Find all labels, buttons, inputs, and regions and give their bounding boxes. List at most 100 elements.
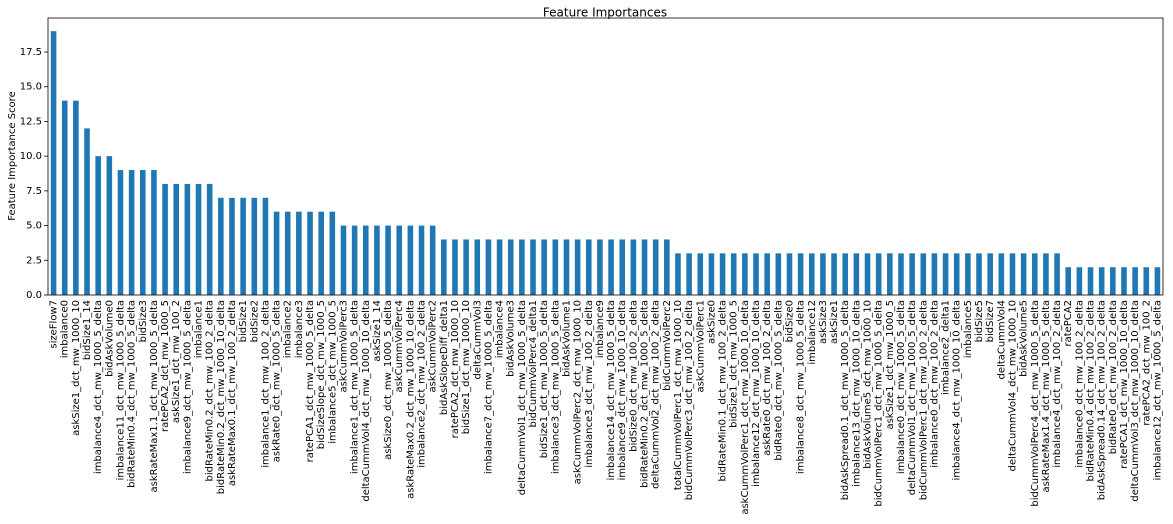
- y-tick-label: 12.5: [20, 116, 42, 127]
- x-tick-label: imbalance7_dct_mw_1000_5_delta: [483, 300, 494, 474]
- x-tick-label: bidSize2: [249, 300, 260, 342]
- x-tick-label: bidSize1_dct_mw_1000_5: [729, 300, 740, 428]
- x-tick-label: ratePCA1_dct_mw_1000_10_delta: [1119, 300, 1130, 469]
- x-tick-label: askSize3: [818, 300, 829, 344]
- x-tick-label: deltaCummVol1_dct_mw_1000_5_delta: [517, 300, 528, 495]
- x-tick-label: askRateMax0.1_dct_mw_100_2_delta: [227, 300, 238, 486]
- plot-frame: [47, 17, 1164, 296]
- bar: [374, 225, 380, 295]
- x-tick-label: imbalance0_dct_mw_100_2_delta: [1074, 300, 1085, 468]
- bar: [273, 211, 280, 295]
- bar: [820, 253, 826, 295]
- x-tick-label: askSize1_dct_mw_100_2: [171, 300, 182, 423]
- bar: [686, 253, 692, 295]
- bar: [530, 239, 536, 295]
- x-tick-label: imbalance12_dct_mw_1000_5_delta: [1152, 300, 1163, 480]
- bar: [1121, 267, 1127, 295]
- x-tick-label: bidSize0_dct_mw_100_2_delta: [628, 300, 639, 452]
- x-tick-label: ratePCA2_dct_mw_1000_10: [450, 300, 461, 438]
- x-tick-label: bidAskVolume3: [506, 300, 517, 377]
- x-tick-label: bidAskSlopeDiff_delta1: [439, 300, 450, 415]
- bar: [262, 197, 269, 295]
- x-tick-label: imbalance4_dct_mw_1000_10_delta: [952, 300, 963, 480]
- x-tick-label: imbalance9_dct_mw_1000_5_delta: [182, 300, 193, 474]
- x-tick-label: imbalance0_dct_mw_1000_5_delta: [896, 300, 907, 474]
- x-tick-label: bidCummVolPerc4_dct_mw_1000_5_delta: [1030, 300, 1041, 507]
- x-tick-label: deltaCummVol4_dct_mw_1000_10: [1007, 300, 1018, 471]
- bar: [1110, 267, 1116, 295]
- x-tick-label: imbalance9_dct_mw_1000_10_delta: [617, 300, 628, 480]
- x-tick-label: imbalance5_dct_mw_1000_5: [327, 300, 338, 444]
- x-tick-label: bidRateMin0.4_dct_mw_1000_5_delta: [127, 300, 138, 488]
- bar: [429, 225, 436, 295]
- x-tick-label: imbalance2_delta1: [941, 300, 952, 395]
- x-tick-label: bidAskVolume0: [104, 300, 115, 377]
- bar: [574, 239, 581, 295]
- x-tick-label: imbalance8_dct_mw_1000_5_delta: [796, 300, 807, 474]
- bar: [719, 253, 726, 295]
- x-tick-label: askCummVolPerc1_dct_mw_1000_10_delta: [740, 300, 751, 515]
- y-tick-label: 10.0: [20, 151, 42, 162]
- bar: [307, 211, 313, 295]
- x-tick-label: imbalance14_dct_mw_1000_5_delta: [606, 300, 617, 480]
- bar: [1054, 253, 1060, 295]
- x-tick-label: bidAskSpread0.14_dct_mw_100_2_delta: [1097, 300, 1108, 500]
- bar: [206, 183, 213, 295]
- bar: [853, 253, 860, 295]
- bar: [808, 253, 815, 295]
- bar: [362, 225, 369, 295]
- bar: [1043, 253, 1049, 295]
- bar: [708, 253, 715, 295]
- x-tick-label: bidSize1_14: [82, 300, 93, 360]
- bar: [1065, 267, 1072, 295]
- x-tick-label: askSize1: [829, 300, 840, 344]
- bar: [463, 239, 469, 295]
- bar: [585, 239, 592, 295]
- x-tick-label: askRateMax0.2_dct_mw_1000_10_delta: [405, 300, 416, 499]
- bar: [608, 239, 614, 295]
- bar: [106, 156, 113, 295]
- x-tick-label: imbalance4_dct_mw_100_2_delta: [1052, 300, 1063, 468]
- bar: [864, 253, 871, 295]
- bar: [1009, 253, 1016, 295]
- x-tick-label: bidCummVolPerc1_dct_mw_1000_5_delta: [874, 300, 885, 507]
- x-tick-label: bidRateMin0.1_dct_mw_100_2_delta: [718, 300, 729, 482]
- bar: [786, 253, 793, 295]
- x-tick-label: imbalance1: [194, 300, 205, 358]
- bar: [318, 211, 324, 295]
- bar: [61, 100, 68, 295]
- bar: [117, 170, 124, 295]
- bar: [173, 183, 180, 295]
- bar: [552, 239, 559, 295]
- x-tick-label: bidCummVolPerc3_dct_mw_100_2_delta: [684, 300, 695, 500]
- x-tick-label: imbalance1_dct_mw_1000_5_delta: [350, 300, 361, 474]
- x-tick-label: imbalance11_dct_mw_1000_5_delta: [115, 300, 126, 480]
- x-tick-label: bidCummVolPerc1_dct_mw_100_2_delta: [918, 300, 929, 500]
- x-tick-label: imbalance2_dct_mw_100_2_delta: [417, 300, 428, 468]
- bar: [742, 253, 748, 295]
- x-tick-label: askCummVolPerc2_dct_mw_1000_10: [573, 300, 584, 484]
- bar: [139, 170, 146, 295]
- x-tick-label: imbalance0_dct_mw_100_2_delta: [929, 300, 940, 468]
- bar: [340, 225, 347, 295]
- bar: [1143, 267, 1150, 295]
- x-tick-label: askSize0_dct_mw_1000_5_delta: [383, 300, 394, 460]
- bar: [1098, 267, 1105, 295]
- x-tick-label: bidSizeSlope_dct_mw_1000_5: [316, 300, 327, 449]
- x-tick-label: imbalance3_dct_mw_1000_5_delta: [550, 300, 561, 474]
- bar: [162, 183, 168, 295]
- y-tick-label: 2.5: [26, 255, 42, 266]
- x-tick-label: askCummVolPerc4: [394, 300, 405, 392]
- bar: [128, 170, 135, 295]
- x-tick-label: totalCummVolPerc1_dct_mw_1000_10: [673, 300, 684, 490]
- bar: [630, 239, 637, 295]
- x-tick-label: bidRateMin0.2_dct_mw_100_2_delta: [205, 300, 216, 482]
- x-tick-label: bidSize1: [238, 300, 249, 342]
- x-tick-label: bidAskSpread0.1_dct_mw_1000_5_delta: [840, 300, 851, 500]
- bar: [519, 239, 525, 295]
- bar: [95, 156, 101, 295]
- x-tick-label: deltaCummVol1_dct_mw_1000_5_delta: [907, 300, 918, 495]
- bar: [1154, 267, 1161, 295]
- bar: [418, 225, 425, 295]
